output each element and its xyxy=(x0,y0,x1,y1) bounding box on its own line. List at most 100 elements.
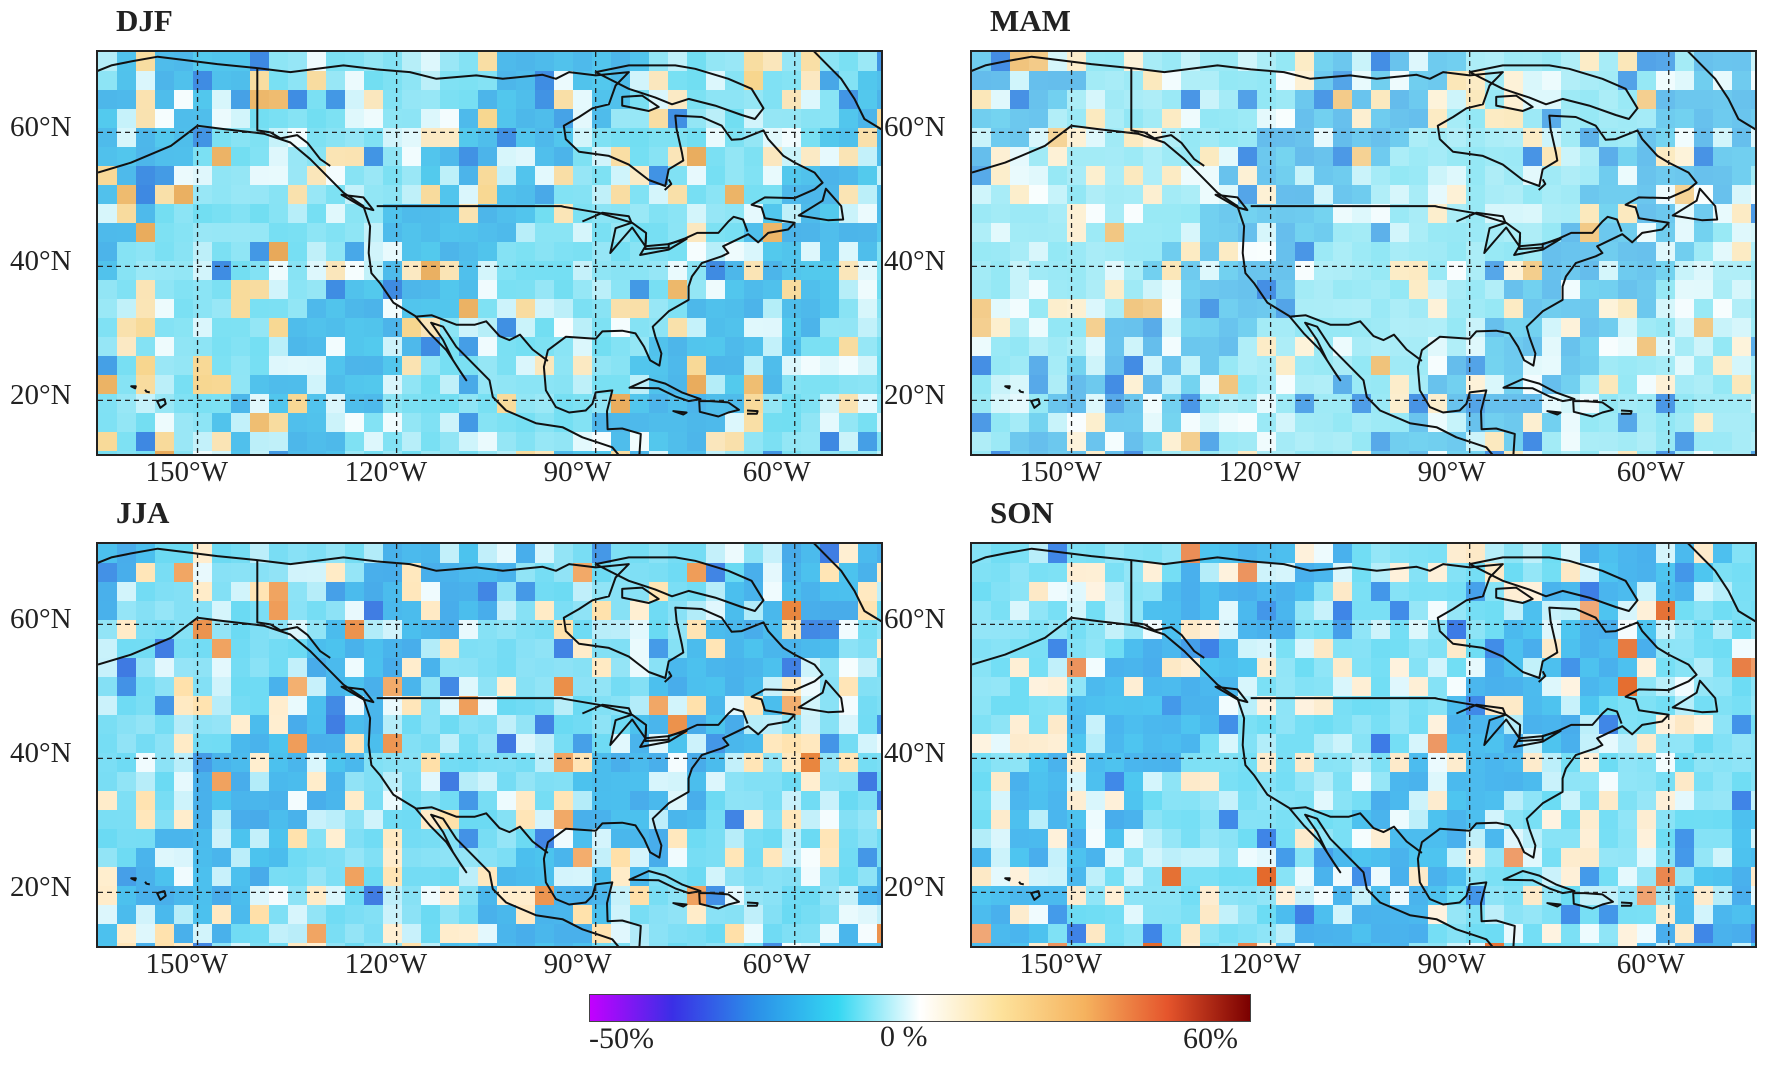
coastline xyxy=(698,892,740,910)
coastline xyxy=(1546,410,1562,416)
lat-label: 60°N xyxy=(884,603,946,636)
coastline xyxy=(581,703,688,748)
coastline xyxy=(972,547,1698,946)
map-canvas xyxy=(98,52,881,454)
lon-label: 120°W xyxy=(1218,456,1302,488)
coastline xyxy=(594,556,765,612)
colorbar-max-label: 60% xyxy=(1183,1022,1238,1055)
coastline xyxy=(1546,902,1562,908)
coastline xyxy=(1572,892,1614,910)
coastline xyxy=(130,877,137,882)
coastline xyxy=(340,685,375,704)
coastline xyxy=(813,544,881,623)
colorbar xyxy=(589,994,1251,1022)
lat-label: 60°N xyxy=(884,111,946,144)
coastline xyxy=(1289,314,1423,362)
coastline xyxy=(1572,400,1614,418)
lat-label: 20°N xyxy=(884,871,946,904)
lon-label: 60°W xyxy=(742,456,811,488)
panel-title: JJA xyxy=(116,495,170,530)
lon-label: 60°W xyxy=(1616,948,1685,980)
coastline xyxy=(698,400,740,418)
coastline xyxy=(797,679,845,714)
coastline xyxy=(415,314,549,362)
lat-label: 40°N xyxy=(884,245,946,278)
coastline xyxy=(621,94,660,112)
map-canvas xyxy=(972,544,1755,946)
coastline xyxy=(1468,556,1639,612)
lon-label: 150°W xyxy=(1019,456,1102,488)
map-canvas xyxy=(972,52,1755,454)
coastline xyxy=(664,670,673,683)
panel-title: DJF xyxy=(116,3,173,38)
data-field xyxy=(972,544,1755,946)
panel-title: SON xyxy=(990,495,1054,530)
coastline xyxy=(415,806,549,854)
coastline xyxy=(1004,877,1011,882)
coastline xyxy=(594,64,765,120)
lat-label: 20°N xyxy=(10,379,72,412)
coastline xyxy=(1250,205,1623,250)
coastline xyxy=(376,205,749,250)
map-frame xyxy=(970,50,1757,456)
lat-label: 60°N xyxy=(10,603,72,636)
map-canvas xyxy=(98,544,881,946)
coastline xyxy=(1455,703,1562,748)
map-frame xyxy=(96,50,883,456)
coastline xyxy=(256,560,331,659)
coastline xyxy=(1130,560,1205,659)
coastline xyxy=(1620,901,1633,907)
lat-label: 60°N xyxy=(10,111,72,144)
lon-label: 90°W xyxy=(543,948,612,980)
lon-label: 90°W xyxy=(543,456,612,488)
coastline xyxy=(1468,64,1639,120)
coastline xyxy=(628,870,702,895)
lon-label: 90°W xyxy=(1417,456,1486,488)
coastline xyxy=(1455,211,1562,256)
coastline xyxy=(746,409,759,415)
coastline xyxy=(144,881,151,886)
coastline xyxy=(1687,52,1755,131)
lon-label: 150°W xyxy=(1019,948,1102,980)
coastline xyxy=(672,410,688,416)
coastline xyxy=(1620,409,1633,415)
coastline xyxy=(1250,697,1623,742)
data-field xyxy=(972,52,1755,454)
coastline xyxy=(98,55,824,454)
coastline xyxy=(1018,389,1025,394)
coastline xyxy=(746,901,759,907)
lon-label: 120°W xyxy=(344,456,428,488)
panel-title: MAM xyxy=(990,3,1071,38)
coastline xyxy=(628,378,702,403)
coastline xyxy=(972,55,1698,454)
lon-label: 60°W xyxy=(742,948,811,980)
colorbar-min-label: -50% xyxy=(589,1022,654,1055)
coastline xyxy=(1538,670,1547,683)
data-field xyxy=(98,544,881,946)
lon-label: 150°W xyxy=(145,948,228,980)
coastline xyxy=(1502,378,1576,403)
coastline xyxy=(1004,385,1011,390)
colorbar-mid-label: 0 % xyxy=(880,1020,928,1053)
lon-label: 90°W xyxy=(1417,948,1486,980)
coastline xyxy=(672,902,688,908)
coastline xyxy=(664,178,673,191)
map-frame xyxy=(970,542,1757,948)
coastline xyxy=(1495,586,1534,604)
lat-label: 20°N xyxy=(884,379,946,412)
coastline xyxy=(797,187,845,222)
coastline xyxy=(98,547,824,946)
coastline xyxy=(256,68,331,167)
coastline xyxy=(621,586,660,604)
coastline xyxy=(1502,870,1576,895)
coastline xyxy=(376,697,749,742)
lat-label: 20°N xyxy=(10,871,72,904)
coastline xyxy=(1018,881,1025,886)
coastline xyxy=(1671,679,1719,714)
coastline xyxy=(1289,806,1423,854)
coastline xyxy=(1495,94,1534,112)
coastline xyxy=(1671,187,1719,222)
lon-label: 120°W xyxy=(1218,948,1302,980)
data-field xyxy=(98,52,881,454)
coastline xyxy=(1214,193,1249,212)
